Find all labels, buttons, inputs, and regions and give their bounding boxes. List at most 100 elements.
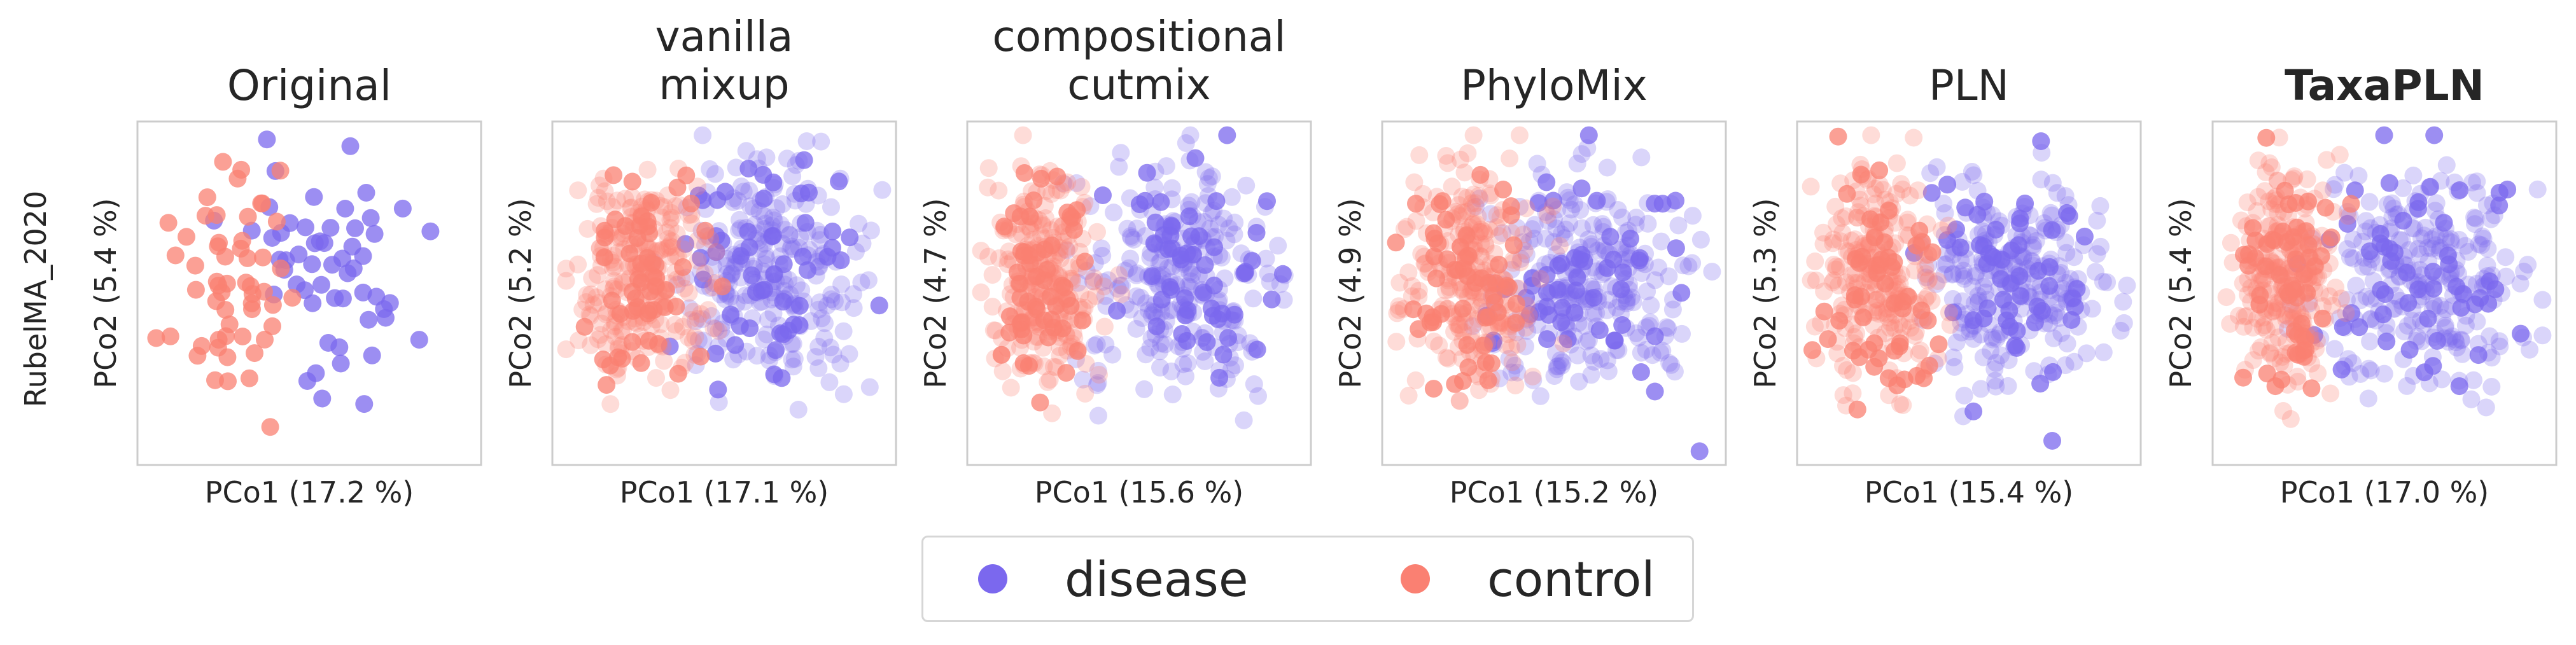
disease-point [1127,266,1145,284]
disease-point [2065,352,2083,371]
control-point [990,181,1008,200]
disease-point [1213,305,1231,322]
control-point [577,293,596,311]
control-point [2251,286,2269,305]
disease-point [2456,237,2474,255]
disease-point [1548,360,1566,378]
disease-point [2409,200,2427,218]
control-point [1076,384,1095,403]
disease-point [377,309,395,327]
disease-point [2334,318,2352,336]
disease-point [809,300,828,319]
disease-point [1162,281,1180,299]
disease-point [1205,276,1223,295]
disease-point [860,378,879,396]
disease-point [2041,204,2060,222]
control-point [657,223,676,242]
control-point [1868,264,1886,282]
control-point [683,332,702,350]
disease-point [1966,267,1984,285]
control-point [2322,228,2341,247]
disease-point [1672,284,1691,302]
disease-point [2415,226,2433,245]
disease-point [1182,193,1201,211]
control-point [578,286,596,304]
control-point [1048,167,1067,186]
control-point [1854,309,1872,327]
disease-point [833,293,851,312]
disease-point [1568,155,1586,173]
disease-point [2452,330,2470,349]
control-point [603,291,621,310]
disease-point [764,209,782,227]
control-point [662,209,681,227]
control-point [661,247,680,266]
disease-point [1544,191,1562,210]
control-point [1879,309,1898,327]
control-point [584,296,603,314]
disease-point [2497,267,2516,286]
control-point [1920,270,1938,288]
control-point [682,214,701,233]
disease-point [2433,309,2451,327]
disease-point [1649,258,1668,277]
control-point [2248,202,2266,220]
control-point [2297,222,2315,240]
scatter-panel: PhyloMix PCo1 (15.2 %) PCo2 (4.9 %) [1333,61,1727,510]
disease-point [1963,277,1982,296]
disease-point [2452,331,2470,350]
disease-point [2423,239,2441,258]
disease-point [1653,195,1672,213]
disease-point [1604,251,1623,269]
disease-point [1524,371,1543,389]
panel-title: Original [227,61,391,110]
disease-point [2012,287,2030,305]
disease-point [1559,188,1577,207]
control-point [652,315,670,333]
control-point [1390,274,1409,292]
disease-point [1985,360,2004,378]
control-point [1072,177,1091,196]
control-point [1472,220,1490,239]
disease-point [1588,191,1606,210]
disease-point [1537,173,1556,191]
control-point [692,305,710,323]
disease-point [1203,167,1221,186]
disease-point [2016,194,2034,212]
disease-point [333,289,352,308]
control-point [216,301,235,319]
disease-point [1977,283,1995,302]
control-point [1057,364,1075,382]
control-point [2309,364,2327,382]
disease-point [1506,356,1524,375]
control-point [1502,338,1520,357]
disease-point [1950,265,1968,283]
control-point [1870,161,1889,179]
control-point [1038,261,1056,279]
disease-point [1607,298,1626,317]
disease-point [1538,330,1557,349]
control-point [234,328,252,345]
disease-point [2056,187,2075,205]
control-point [595,248,613,267]
disease-point [2447,333,2465,352]
control-point [261,418,279,436]
control-point [2272,370,2291,389]
control-point [214,153,232,171]
disease-point [2374,305,2392,324]
control-point [1828,344,1847,363]
control-point [661,381,680,399]
disease-point [1207,192,1226,211]
disease-point [846,242,865,261]
disease-point [2346,181,2364,200]
disease-point [1598,158,1616,177]
disease-point [2043,206,2061,225]
legend: disease control [921,536,1694,622]
disease-point [2384,199,2403,218]
disease-point [1196,256,1214,274]
disease-point [1218,126,1236,144]
control-point [166,246,185,265]
control-point [616,217,634,235]
disease-point [332,354,350,373]
